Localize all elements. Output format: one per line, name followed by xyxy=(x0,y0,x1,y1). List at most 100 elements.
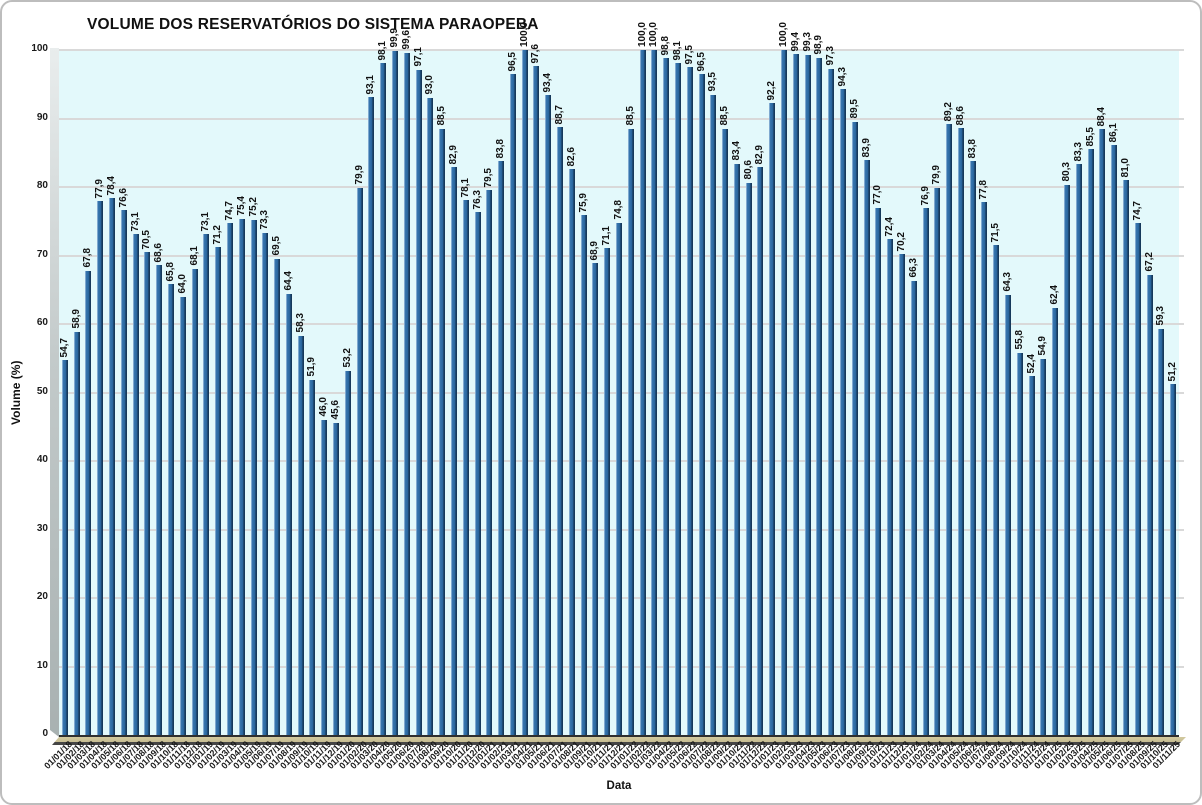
bar xyxy=(238,218,245,735)
bar-value-label: 70,5 xyxy=(141,229,153,250)
bar xyxy=(604,247,611,735)
bar xyxy=(403,52,410,735)
bar xyxy=(969,160,976,735)
bar-value-label: 100,0 xyxy=(648,21,660,47)
bar-value-label: 83,9 xyxy=(860,137,872,158)
bar xyxy=(898,254,905,735)
bar-value-label: 54,7 xyxy=(58,337,70,358)
bar xyxy=(804,54,811,735)
bar xyxy=(816,57,823,735)
bar-value-label: 97,3 xyxy=(825,46,837,66)
bar-value-label: 59,3 xyxy=(1155,306,1167,326)
bar-value-label: 99,4 xyxy=(789,31,801,52)
bar xyxy=(344,370,351,735)
bar-value-label: 100,0 xyxy=(778,21,790,47)
bar-value-label: 68,6 xyxy=(153,242,165,263)
bar-value-label: 75,2 xyxy=(247,197,259,217)
bar-value-label: 83,8 xyxy=(495,138,507,158)
bar-value-label: 70,2 xyxy=(895,231,907,252)
y-tick-label: 60 xyxy=(36,317,48,328)
bar-value-label: 58,3 xyxy=(294,313,306,333)
bar xyxy=(875,207,882,735)
bar-value-label: 46,0 xyxy=(318,397,330,417)
bar-value-label: 97,1 xyxy=(412,47,424,67)
bar-value-label: 88,6 xyxy=(954,105,966,126)
bar xyxy=(946,123,953,735)
bar xyxy=(792,54,799,735)
bar-value-label: 67,8 xyxy=(82,248,94,268)
bar xyxy=(1087,149,1094,735)
bar-value-label: 96,5 xyxy=(506,51,518,71)
bar-value-label: 51,9 xyxy=(306,357,318,377)
bar xyxy=(557,127,564,735)
bar xyxy=(450,167,457,735)
bar-value-label: 54,9 xyxy=(1037,336,1049,356)
bar xyxy=(73,331,80,735)
bar-value-label: 78,4 xyxy=(106,175,118,195)
bar xyxy=(285,293,292,735)
bar xyxy=(545,95,552,735)
bar xyxy=(1028,376,1035,735)
bar xyxy=(274,258,281,735)
bar-value-label: 79,9 xyxy=(931,165,943,185)
bar xyxy=(1016,352,1023,735)
bar-value-label: 65,8 xyxy=(165,261,176,282)
bar-value-label: 71,1 xyxy=(601,225,613,245)
bar xyxy=(309,379,316,735)
bar xyxy=(191,268,198,735)
y-tick-label: 0 xyxy=(42,728,48,739)
bar-value-label: 80,3 xyxy=(1061,162,1072,182)
bar-value-label: 100,0 xyxy=(636,21,648,47)
bar xyxy=(663,58,670,735)
bar xyxy=(109,197,116,735)
y-tick-label: 10 xyxy=(36,659,48,671)
bar xyxy=(981,202,988,735)
bar-value-label: 64,3 xyxy=(1002,272,1014,292)
y-tick-label: 40 xyxy=(36,454,48,465)
bar xyxy=(427,97,434,735)
bar-value-label: 98,1 xyxy=(377,40,389,61)
bar xyxy=(698,73,705,735)
bar xyxy=(934,187,941,735)
bar xyxy=(368,97,375,735)
bar-value-label: 51,2 xyxy=(1167,361,1179,382)
bar-value-label: 96,5 xyxy=(695,51,707,71)
bar-value-label: 58,9 xyxy=(70,309,82,329)
gridline xyxy=(59,117,1184,120)
bar xyxy=(993,245,1000,735)
bar xyxy=(957,128,964,735)
bar xyxy=(616,222,622,735)
bar-value-label: 83,4 xyxy=(730,141,742,161)
bar-value-label: 82,9 xyxy=(447,144,459,165)
bar-value-label: 77,9 xyxy=(94,178,106,199)
bar xyxy=(144,252,151,735)
bar-value-label: 74,8 xyxy=(613,200,624,220)
bar xyxy=(686,67,693,735)
bar xyxy=(474,212,481,735)
bar xyxy=(203,234,210,735)
bar xyxy=(226,223,233,735)
bar-value-label: 68,9 xyxy=(589,240,601,261)
y-tick-label: 50 xyxy=(36,385,48,397)
y-tick-label: 90 xyxy=(36,111,48,123)
bar-value-label: 97,5 xyxy=(683,44,695,65)
bar xyxy=(757,167,764,735)
bar xyxy=(922,208,929,735)
y-tick-label: 20 xyxy=(36,591,48,602)
bar xyxy=(1005,294,1012,735)
bar xyxy=(168,284,174,735)
bar xyxy=(120,210,127,735)
bar-value-label: 76,9 xyxy=(919,185,931,206)
bar-value-label: 72,4 xyxy=(884,216,896,237)
bar-value-label: 53,2 xyxy=(341,348,353,368)
bar-value-label: 93,0 xyxy=(424,75,436,95)
bar-value-label: 76,3 xyxy=(471,189,483,210)
bar xyxy=(1040,358,1047,735)
bar xyxy=(781,50,788,735)
bar-value-label: 68,1 xyxy=(188,246,200,266)
bar-value-label: 74,7 xyxy=(1131,200,1143,221)
bar xyxy=(1099,129,1106,735)
bar-value-label: 99,3 xyxy=(801,32,813,52)
bar-value-label: 73,1 xyxy=(200,211,212,232)
